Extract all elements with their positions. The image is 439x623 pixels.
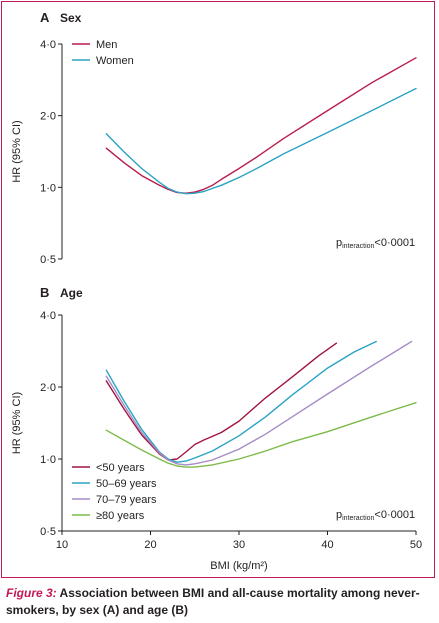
panel-b-series-line-4 [105, 402, 417, 468]
panel-a-legend-label: Men [96, 39, 117, 51]
panel-b-x-tick-label: 20 [144, 539, 156, 551]
figure-frame [1, 1, 435, 578]
caption-label: Figure 3: [6, 586, 57, 600]
panel-a-series-line-1 [105, 57, 417, 194]
panel-a-letter: A [40, 10, 50, 25]
panel-b-x-axis-title: BMI (kg/m²) [210, 560, 267, 572]
panel-b-y-axis-title: HR (95% CI) [11, 392, 23, 454]
panel-b-legend-label: <50 years [96, 462, 145, 474]
panel-b-series-line-2 [105, 340, 377, 463]
panel-a-y-tick-label: 2·0 [40, 111, 56, 123]
panel-a-title: Sex [60, 11, 82, 25]
panel-a-p-interaction: pinteraction<0·0001 [336, 237, 415, 250]
panel-b-x-tick-label: 30 [233, 539, 245, 551]
panel-b-y-tick-label: 1·0 [40, 454, 56, 466]
panel-b-y-tick-label: 2·0 [40, 382, 56, 394]
panel-b-series-line-1 [105, 342, 338, 461]
panel-b-legend-label: ≥80 years [96, 510, 145, 522]
panel-a-y-axis-title: HR (95% CI) [11, 120, 23, 182]
panel-b-x-tick-label: 40 [321, 539, 333, 551]
panel-b-y-tick-label: 0·5 [40, 526, 56, 538]
panel-a-series-line-2 [105, 87, 417, 195]
panel-a-y-tick-label: 1·0 [40, 182, 56, 194]
figure-caption: Figure 3: Association between BMI and al… [6, 585, 434, 619]
caption-text: Association between BMI and all-cause mo… [6, 586, 420, 617]
panel-b-legend-label: 70–79 years [96, 494, 157, 506]
panel-b-legend-label: 50–69 years [96, 478, 157, 490]
panel-a-legend-label: Women [96, 55, 134, 67]
panel-a-y-tick-label: 4·0 [40, 39, 56, 51]
panel-b-series-line-3 [105, 340, 413, 466]
panel-b-y-tick-label: 4·0 [40, 310, 56, 322]
panel-b-p-interaction: pinteraction<0·0001 [336, 509, 415, 522]
panel-b-x-tick-label: 50 [410, 539, 422, 551]
panel-b-letter: B [40, 285, 49, 300]
panel-a-y-tick-label: 0·5 [40, 254, 56, 266]
panel-b-x-tick-label: 10 [56, 539, 68, 551]
panel-b-title: Age [60, 286, 83, 300]
